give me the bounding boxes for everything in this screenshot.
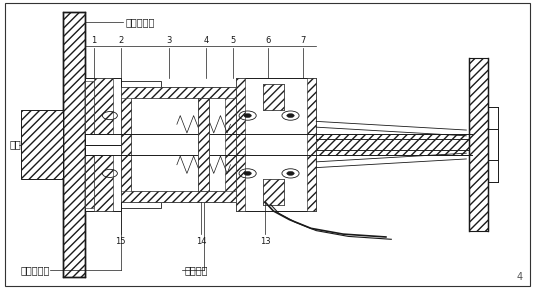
Bar	[85, 81, 94, 134]
Bar	[63, 12, 85, 277]
Bar	[198, 98, 209, 191]
Bar	[85, 144, 121, 211]
Text: 7: 7	[300, 36, 306, 45]
Bar	[263, 179, 284, 205]
Bar	[316, 139, 472, 150]
Bar	[263, 84, 284, 110]
Text: 锁紧螺母: 锁紧螺母	[185, 265, 209, 275]
Bar	[121, 87, 236, 98]
Bar	[131, 98, 230, 191]
Bar	[198, 98, 209, 191]
Bar	[121, 87, 236, 202]
Text: 3: 3	[166, 36, 172, 45]
Bar	[225, 87, 236, 202]
Bar	[236, 78, 245, 211]
Bar	[94, 155, 113, 211]
Circle shape	[287, 114, 294, 118]
Text: 14: 14	[196, 237, 206, 246]
Bar	[307, 78, 316, 211]
Bar	[263, 84, 284, 110]
Text: 5: 5	[230, 36, 236, 45]
Circle shape	[287, 171, 294, 175]
Text: 13: 13	[260, 237, 271, 246]
Text: 4: 4	[204, 36, 209, 45]
Bar	[21, 110, 63, 179]
Bar	[85, 155, 161, 208]
Text: 1: 1	[91, 36, 96, 45]
Text: 调节支点座: 调节支点座	[20, 265, 50, 275]
Text: 2: 2	[118, 36, 123, 45]
Bar	[121, 87, 131, 202]
Circle shape	[244, 114, 251, 118]
Circle shape	[244, 171, 251, 175]
Bar	[85, 134, 472, 155]
Bar	[85, 81, 161, 134]
Bar	[236, 78, 316, 211]
Bar	[85, 155, 94, 208]
Bar	[85, 78, 121, 144]
Text: 碟片调节杆: 碟片调节杆	[126, 17, 155, 27]
Bar	[263, 179, 284, 205]
Bar	[469, 58, 488, 231]
Bar	[94, 78, 113, 134]
Text: 碟片: 碟片	[10, 140, 21, 149]
Text: 4: 4	[517, 272, 523, 282]
Text: 15: 15	[115, 237, 126, 246]
Bar	[121, 191, 236, 202]
Text: 6: 6	[265, 36, 271, 45]
